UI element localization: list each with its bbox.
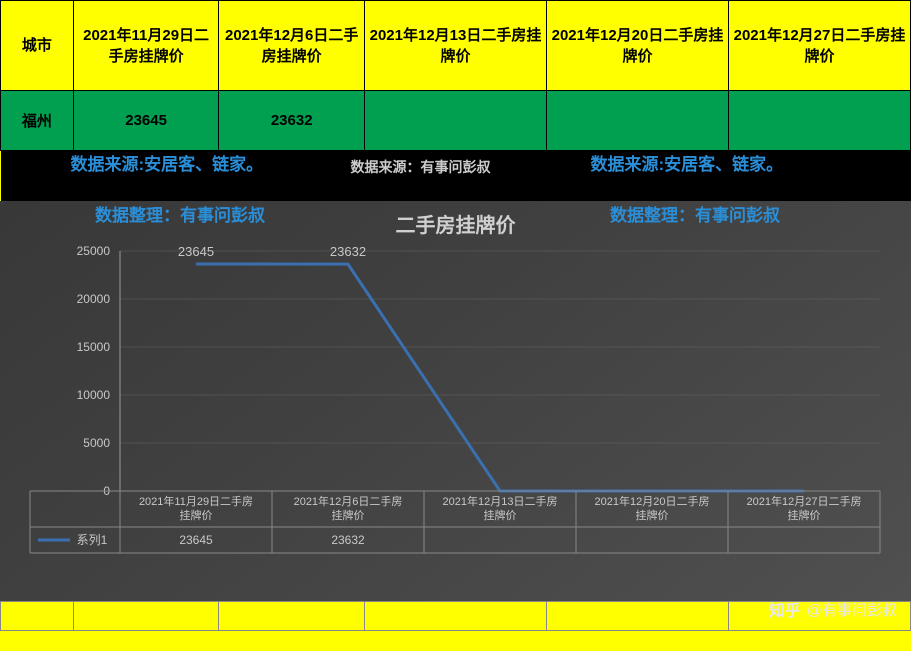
line-chart-svg: 0500010000150002000025000 2364523632 202… [0, 201, 911, 601]
wm-center: 数据来源：有事问彭叔 [351, 157, 491, 177]
svg-text:挂牌价: 挂牌价 [180, 508, 213, 522]
cell-val-3 [364, 91, 546, 151]
chart-area: 数据整理：有事问彭叔 数据整理：有事问彭叔 二手房挂牌价 05000100001… [0, 201, 911, 601]
zhihu-attribution: @有事问彭叔 [807, 599, 897, 620]
svg-text:23645: 23645 [179, 533, 213, 547]
wm-right-1: 数据来源:安居客、链家。 [591, 153, 784, 177]
col-date-5: 2021年12月27日二手房挂牌价 [728, 1, 910, 91]
col-date-2: 2021年12月6日二手房挂牌价 [219, 1, 365, 91]
watermark-row: 数据来源:安居客、链家。 数据来源：有事问彭叔 数据来源:安居客、链家。 [1, 151, 911, 201]
svg-text:系列1: 系列1 [77, 533, 108, 547]
svg-text:23632: 23632 [330, 244, 366, 259]
zhihu-logo-text: 知乎 [769, 597, 801, 621]
svg-text:25000: 25000 [77, 244, 111, 258]
zhihu-watermark: 知乎 @有事问彭叔 [769, 597, 897, 621]
price-table: 城市 2021年11月29日二手房挂牌价 2021年12月6日二手房挂牌价 20… [0, 0, 911, 201]
svg-text:挂牌价: 挂牌价 [484, 508, 517, 522]
svg-text:20000: 20000 [77, 292, 111, 306]
col-date-1: 2021年11月29日二手房挂牌价 [73, 1, 219, 91]
wm-left-1: 数据来源:安居客、链家。 [71, 153, 264, 177]
svg-text:2021年12月6日二手房: 2021年12月6日二手房 [294, 494, 403, 508]
svg-text:15000: 15000 [77, 340, 111, 354]
svg-text:2021年12月20日二手房: 2021年12月20日二手房 [595, 494, 710, 508]
svg-text:5000: 5000 [83, 436, 110, 450]
svg-text:挂牌价: 挂牌价 [636, 508, 669, 522]
cell-val-2: 23632 [219, 91, 365, 151]
svg-text:23632: 23632 [331, 533, 365, 547]
col-date-3: 2021年12月13日二手房挂牌价 [364, 1, 546, 91]
svg-text:挂牌价: 挂牌价 [788, 508, 821, 522]
cell-city: 福州 [1, 91, 74, 151]
col-date-4: 2021年12月20日二手房挂牌价 [546, 1, 728, 91]
col-city-header: 城市 [1, 1, 74, 91]
svg-text:2021年12月13日二手房: 2021年12月13日二手房 [443, 494, 558, 508]
svg-text:挂牌价: 挂牌价 [332, 508, 365, 522]
cell-val-4 [546, 91, 728, 151]
cell-val-1: 23645 [73, 91, 219, 151]
svg-text:10000: 10000 [77, 388, 111, 402]
svg-text:23645: 23645 [178, 244, 214, 259]
table-header-row: 城市 2021年11月29日二手房挂牌价 2021年12月6日二手房挂牌价 20… [1, 1, 911, 91]
cell-val-5 [728, 91, 910, 151]
wm-left-2: 数据整理：有事问彭叔 [95, 203, 265, 229]
svg-text:2021年11月29日二手房: 2021年11月29日二手房 [139, 494, 253, 508]
wm-right-2: 数据整理：有事问彭叔 [610, 203, 780, 229]
table-data-row: 福州 23645 23632 [1, 91, 911, 151]
svg-text:2021年12月27日二手房: 2021年12月27日二手房 [747, 494, 862, 508]
